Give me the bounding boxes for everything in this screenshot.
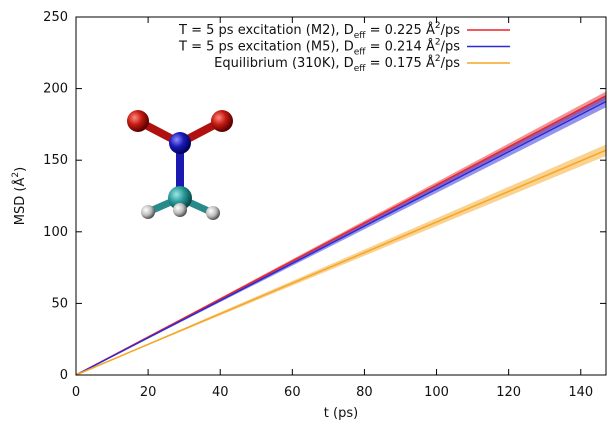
confidence-band	[76, 144, 606, 375]
atom	[211, 110, 233, 132]
page: {"chart_data": {"type": "line", "xlabel"…	[0, 0, 607, 421]
legend-label: T = 5 ps excitation (M2), Deff = 0.225 Å…	[178, 21, 460, 41]
x-tick-label: 120	[496, 385, 521, 400]
legend-label: Equilibrium (310K), Deff = 0.175 Å2/ps	[214, 54, 460, 74]
y-axis-label: MSD (Å2)	[11, 167, 28, 225]
atom	[141, 205, 155, 219]
y-tick-label: 100	[43, 224, 68, 239]
y-tick-label: 200	[43, 81, 68, 96]
plot-frame	[76, 17, 606, 375]
atom	[206, 206, 220, 220]
y-tick-label: 150	[43, 153, 68, 168]
x-tick-label: 60	[284, 385, 301, 400]
line	[76, 101, 606, 375]
x-axis-label: t (ps)	[324, 406, 358, 421]
y-tick-label: 0	[60, 368, 68, 383]
molecule	[127, 110, 233, 220]
y-tick-label: 50	[51, 296, 68, 311]
x-tick-label: 40	[212, 385, 229, 400]
x-tick-label: 0	[72, 385, 80, 400]
atom	[173, 203, 187, 217]
atom	[127, 110, 149, 132]
plot-area: T = 5 ps excitation (M2), Deff = 0.225 Å…	[43, 10, 606, 400]
chart: T = 5 ps excitation (M2), Deff = 0.225 Å…	[0, 0, 607, 421]
y-tick-label: 250	[43, 10, 68, 25]
atom	[169, 132, 191, 154]
line	[76, 150, 606, 375]
x-tick-label: 140	[568, 385, 593, 400]
line	[76, 96, 606, 375]
x-tick-label: 80	[356, 385, 373, 400]
x-tick-label: 20	[140, 385, 157, 400]
x-tick-label: 100	[424, 385, 449, 400]
legend-label: T = 5 ps excitation (M5), Deff = 0.214 Å…	[178, 37, 460, 57]
